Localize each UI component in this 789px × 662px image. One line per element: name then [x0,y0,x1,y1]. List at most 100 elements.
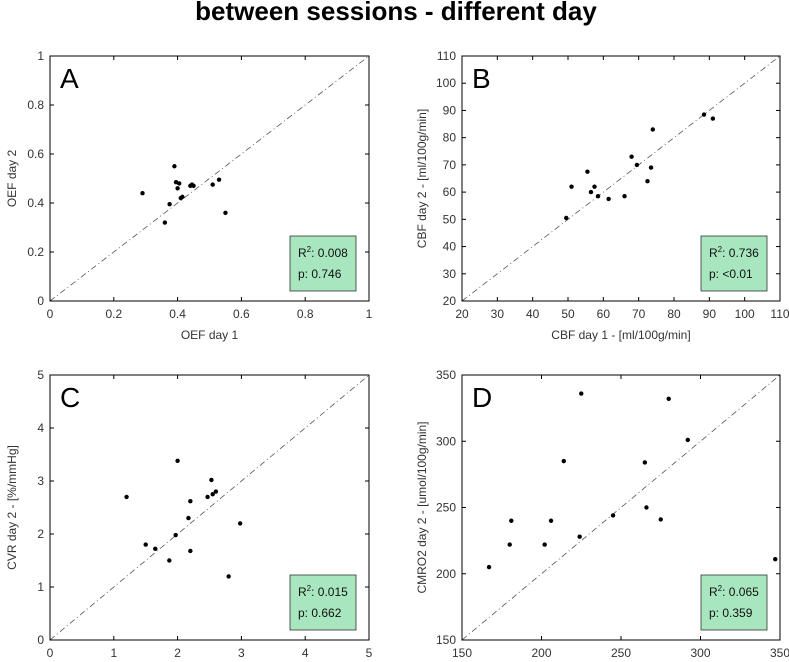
panel-b-p-text: p: <0.01 [709,267,753,281]
panel-b-axes-frame [461,55,781,302]
panel-c-data-point [213,489,219,494]
panel-d-y-tick-label: 350 [436,368,456,382]
panel-c-letter: C [60,382,80,413]
panel-a-r2-label: R [298,246,307,260]
panel-d-x-tick-label: 300 [690,646,710,660]
panel-a-x-tick-label: 0.4 [169,307,186,321]
panel-a-y-tick-label: 0.2 [27,245,44,259]
panel-b-data-point [622,193,627,199]
panel-b-r2-suffix: : [722,246,729,260]
panel-c-r2-label: R [298,585,307,599]
panel-b-x-tick-label: 60 [597,307,611,321]
panel-c-axes-frame [49,374,370,641]
panel-b-identity-line [461,55,781,302]
panel-c-data-point [210,492,215,497]
panel-c-data-point [209,477,214,483]
panel-a-data-point [210,182,215,187]
panel-b-data-point [585,169,590,174]
panel-b-x-axis-label: CBF day 1 - [ml/100g/min] [551,328,690,342]
panel-b-x-tick-label: 100 [735,307,755,321]
panel-b-data-point [588,189,594,195]
panel-a-x-tick-label: 0.2 [105,307,122,321]
panel-a-data-point [167,202,172,207]
panel-b-y-tick-label: 80 [443,131,457,145]
panel-a-y-tick-label: 0.4 [27,196,44,210]
panel-b-x-tick-label: 110 [770,307,789,321]
panel-c-r2-suffix: : [311,585,318,599]
panel-b-y-tick-label: 90 [443,103,457,117]
panel-b-data-point [645,179,650,184]
panel-a-data-point [176,181,182,186]
panel-a-r2-value: 0.008 [318,246,348,260]
panel-b-data-point [648,165,654,170]
panel-c-y-tick-label: 2 [37,527,44,541]
panel-a-data-point [140,191,145,196]
panel-c-y-tick-label: 5 [37,368,44,382]
panel-d-identity-line [461,374,781,641]
panel-c-identity-line [49,374,370,641]
panel-a-r2-sup: 2 [307,245,312,254]
panel-b-stats-box [700,235,768,292]
panel-b-data-point [710,116,716,121]
panel-c-x-tick-label: 0 [47,646,54,660]
panel-c-y-tick-label: 1 [37,580,44,594]
panel-c-stats-box [289,574,357,631]
panel-b: 20 30 40 50 60 70 80 90 100 110 20 30 40 50 60 70 80 90 10… [415,49,789,342]
panel-d-r2-label: R [709,585,718,599]
panel-c-data-point [188,498,193,504]
panel-c-data-point [226,574,231,579]
panel-b-y-tick-label: 110 [437,49,456,63]
panel-c-x-tick-label: 1 [110,646,117,660]
panel-b-p-value: <0.01 [722,267,753,281]
panel-a-p-text: p: 0.746 [298,267,342,281]
panel-d-x-tick-label: 250 [611,646,631,660]
panel-d: 150 200 250 300 350 150 200 250 300 350 CMRO2 day … [415,368,789,660]
panel-c-data-point [205,494,210,500]
panel-b-x-tick-label: 80 [667,307,681,321]
panel-a-data-point [172,164,177,169]
panel-c-x-tick-label: 3 [238,646,245,660]
panel-d-data-point [610,513,616,518]
panel-c-p-label: p: [298,606,311,620]
panel-d-data-point [486,564,492,570]
panel-d-y-tick-label: 300 [436,434,456,448]
panel-a-p-label: p: [298,267,311,281]
panel-b-y-tick-label: 100 [436,76,456,90]
panel-d-data-point [542,542,547,547]
panel-d-data-point [642,460,648,465]
panel-d-data-point [658,517,663,522]
panel-b-y-tick-label: 30 [443,267,457,281]
panel-b-letter: B [472,63,491,94]
panel-c-x-tick-label: 4 [302,646,309,660]
panel-a: 0 0.2 0.4 0.6 0.8 1 0 0.2 0.4 0.6 0.8 1 OEF day 1 OEF… [5,49,373,342]
figure-title: between sessions - different day [195,0,597,26]
panel-c-r2-sup: 2 [307,584,312,593]
panel-a-p-value: 0.746 [311,267,341,281]
panel-d-x-tick-label: 200 [531,646,551,660]
panel-d-stats-box [700,574,768,631]
panel-c-r2-value: 0.015 [318,585,348,599]
panel-d-y-tick-label: 200 [436,567,456,581]
panel-a-y-tick-label: 0 [37,294,44,308]
panel-b-x-tick-label: 40 [526,307,540,321]
panel-a-data-point [175,186,180,191]
panel-c-y-tick-label: 0 [37,633,44,647]
panel-a-data-point [223,210,228,215]
panel-b-y-tick-label: 50 [443,212,457,226]
panel-b-x-tick-label: 90 [703,307,717,321]
panel-d-data-point [773,556,778,562]
panel-b-data-point [592,184,597,189]
panel-d-letter: D [472,382,492,413]
panel-b-y-tick-label: 60 [443,185,457,199]
panel-b-r2-sup: 2 [718,245,723,254]
panel-d-data-point [644,505,649,510]
panel-b-x-tick-label: 20 [455,307,469,321]
panel-d-p-value: 0.359 [722,606,752,620]
panel-a-stats-box [289,235,357,292]
panel-c-x-tick-label: 5 [366,646,373,660]
panel-d-data-point [685,437,690,443]
panel-a-data-point [162,220,168,225]
panel-a-data-point [216,177,222,182]
panel-b-data-point [701,112,707,117]
